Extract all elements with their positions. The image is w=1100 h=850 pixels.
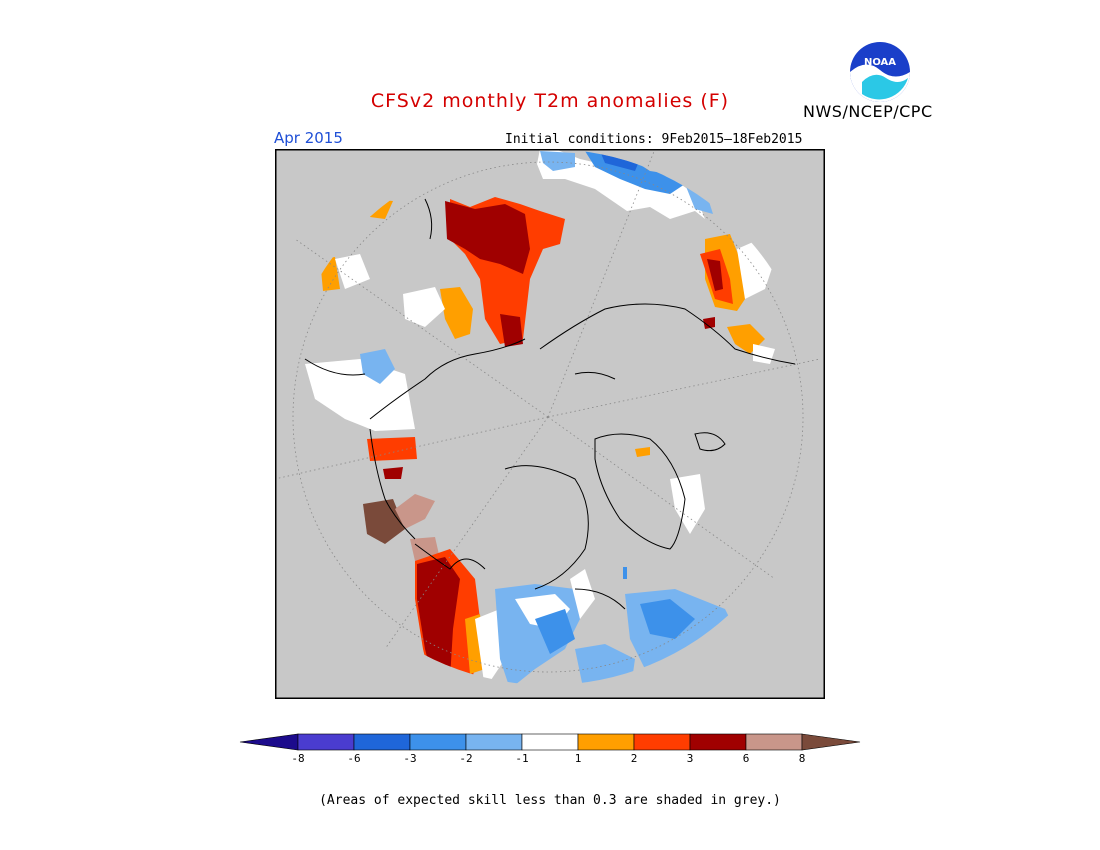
anomaly-patch [475, 609, 505, 685]
colorbar-swatch [521, 733, 579, 751]
colorbar-swatch [409, 733, 467, 751]
anomaly-patch [305, 359, 415, 431]
colorbar-swatch [633, 733, 691, 751]
anomaly-patch [440, 287, 473, 339]
colorbar-tick-label: 2 [631, 752, 638, 765]
colorbar-arrow-high [801, 733, 861, 751]
colorbar-tick-label: -8 [291, 752, 304, 765]
anomaly-patch [360, 349, 395, 384]
noaa-logo-text: NOAA [864, 57, 896, 68]
anomaly-patch [335, 254, 370, 289]
anomaly-patch [403, 287, 445, 327]
colorbar: -8 -6 -3 -2 -1 1 2 3 6 8 [239, 733, 861, 765]
colorbar-swatch [353, 733, 411, 751]
skill-footnote: (Areas of expected skill less than 0.3 a… [319, 793, 781, 808]
org-label: NWS/NCEP/CPC [803, 102, 933, 121]
colorbar-tick-label: -6 [347, 752, 360, 765]
anomaly-patch [670, 474, 705, 534]
colorbar-tick-label: 6 [743, 752, 750, 765]
colorbar-tick-label: -1 [515, 752, 528, 765]
colorbar-swatch [577, 733, 635, 751]
anomaly-patch [367, 437, 417, 461]
anomaly-patch [635, 447, 650, 457]
polar-map [275, 149, 825, 699]
anomaly-patch [685, 184, 713, 214]
chart-title: CFSv2 monthly T2m anomalies (F) [370, 90, 730, 112]
lat-lon-grid [275, 149, 821, 673]
coastlines [304, 198, 796, 610]
anomaly-patch [445, 201, 530, 274]
anomaly-patch [640, 599, 695, 639]
anomaly-patch [623, 567, 627, 579]
anomaly-patch [383, 467, 403, 479]
colorbar-swatch [465, 733, 523, 751]
colorbar-tick-label: 8 [799, 752, 806, 765]
anomaly-shading [305, 149, 775, 685]
colorbar-tick-label: -2 [459, 752, 472, 765]
initial-conditions: Initial conditions: 9Feb2015–18Feb2015 [505, 132, 803, 147]
forecast-month: Apr 2015 [274, 129, 343, 147]
colorbar-tick-label: 3 [687, 752, 694, 765]
anomaly-patch [540, 151, 575, 171]
colorbar-swatch [745, 733, 803, 751]
map-border [275, 149, 825, 699]
anomaly-patch [395, 494, 435, 529]
anomaly-patch [535, 609, 575, 654]
colorbar-tick-label: -3 [403, 752, 416, 765]
anomaly-patch [417, 557, 460, 685]
anomaly-patch [537, 149, 705, 219]
anomaly-patch [500, 314, 523, 347]
anomaly-patch [707, 259, 723, 291]
anomaly-patch [703, 317, 715, 329]
colorbar-swatch [297, 733, 355, 751]
anomaly-patch [363, 499, 405, 544]
noaa-logo: NOAA [850, 42, 910, 102]
colorbar-arrow-low [239, 733, 299, 751]
colorbar-swatch [689, 733, 747, 751]
anomaly-patch [570, 569, 595, 619]
colorbar-tick-label: 1 [575, 752, 582, 765]
